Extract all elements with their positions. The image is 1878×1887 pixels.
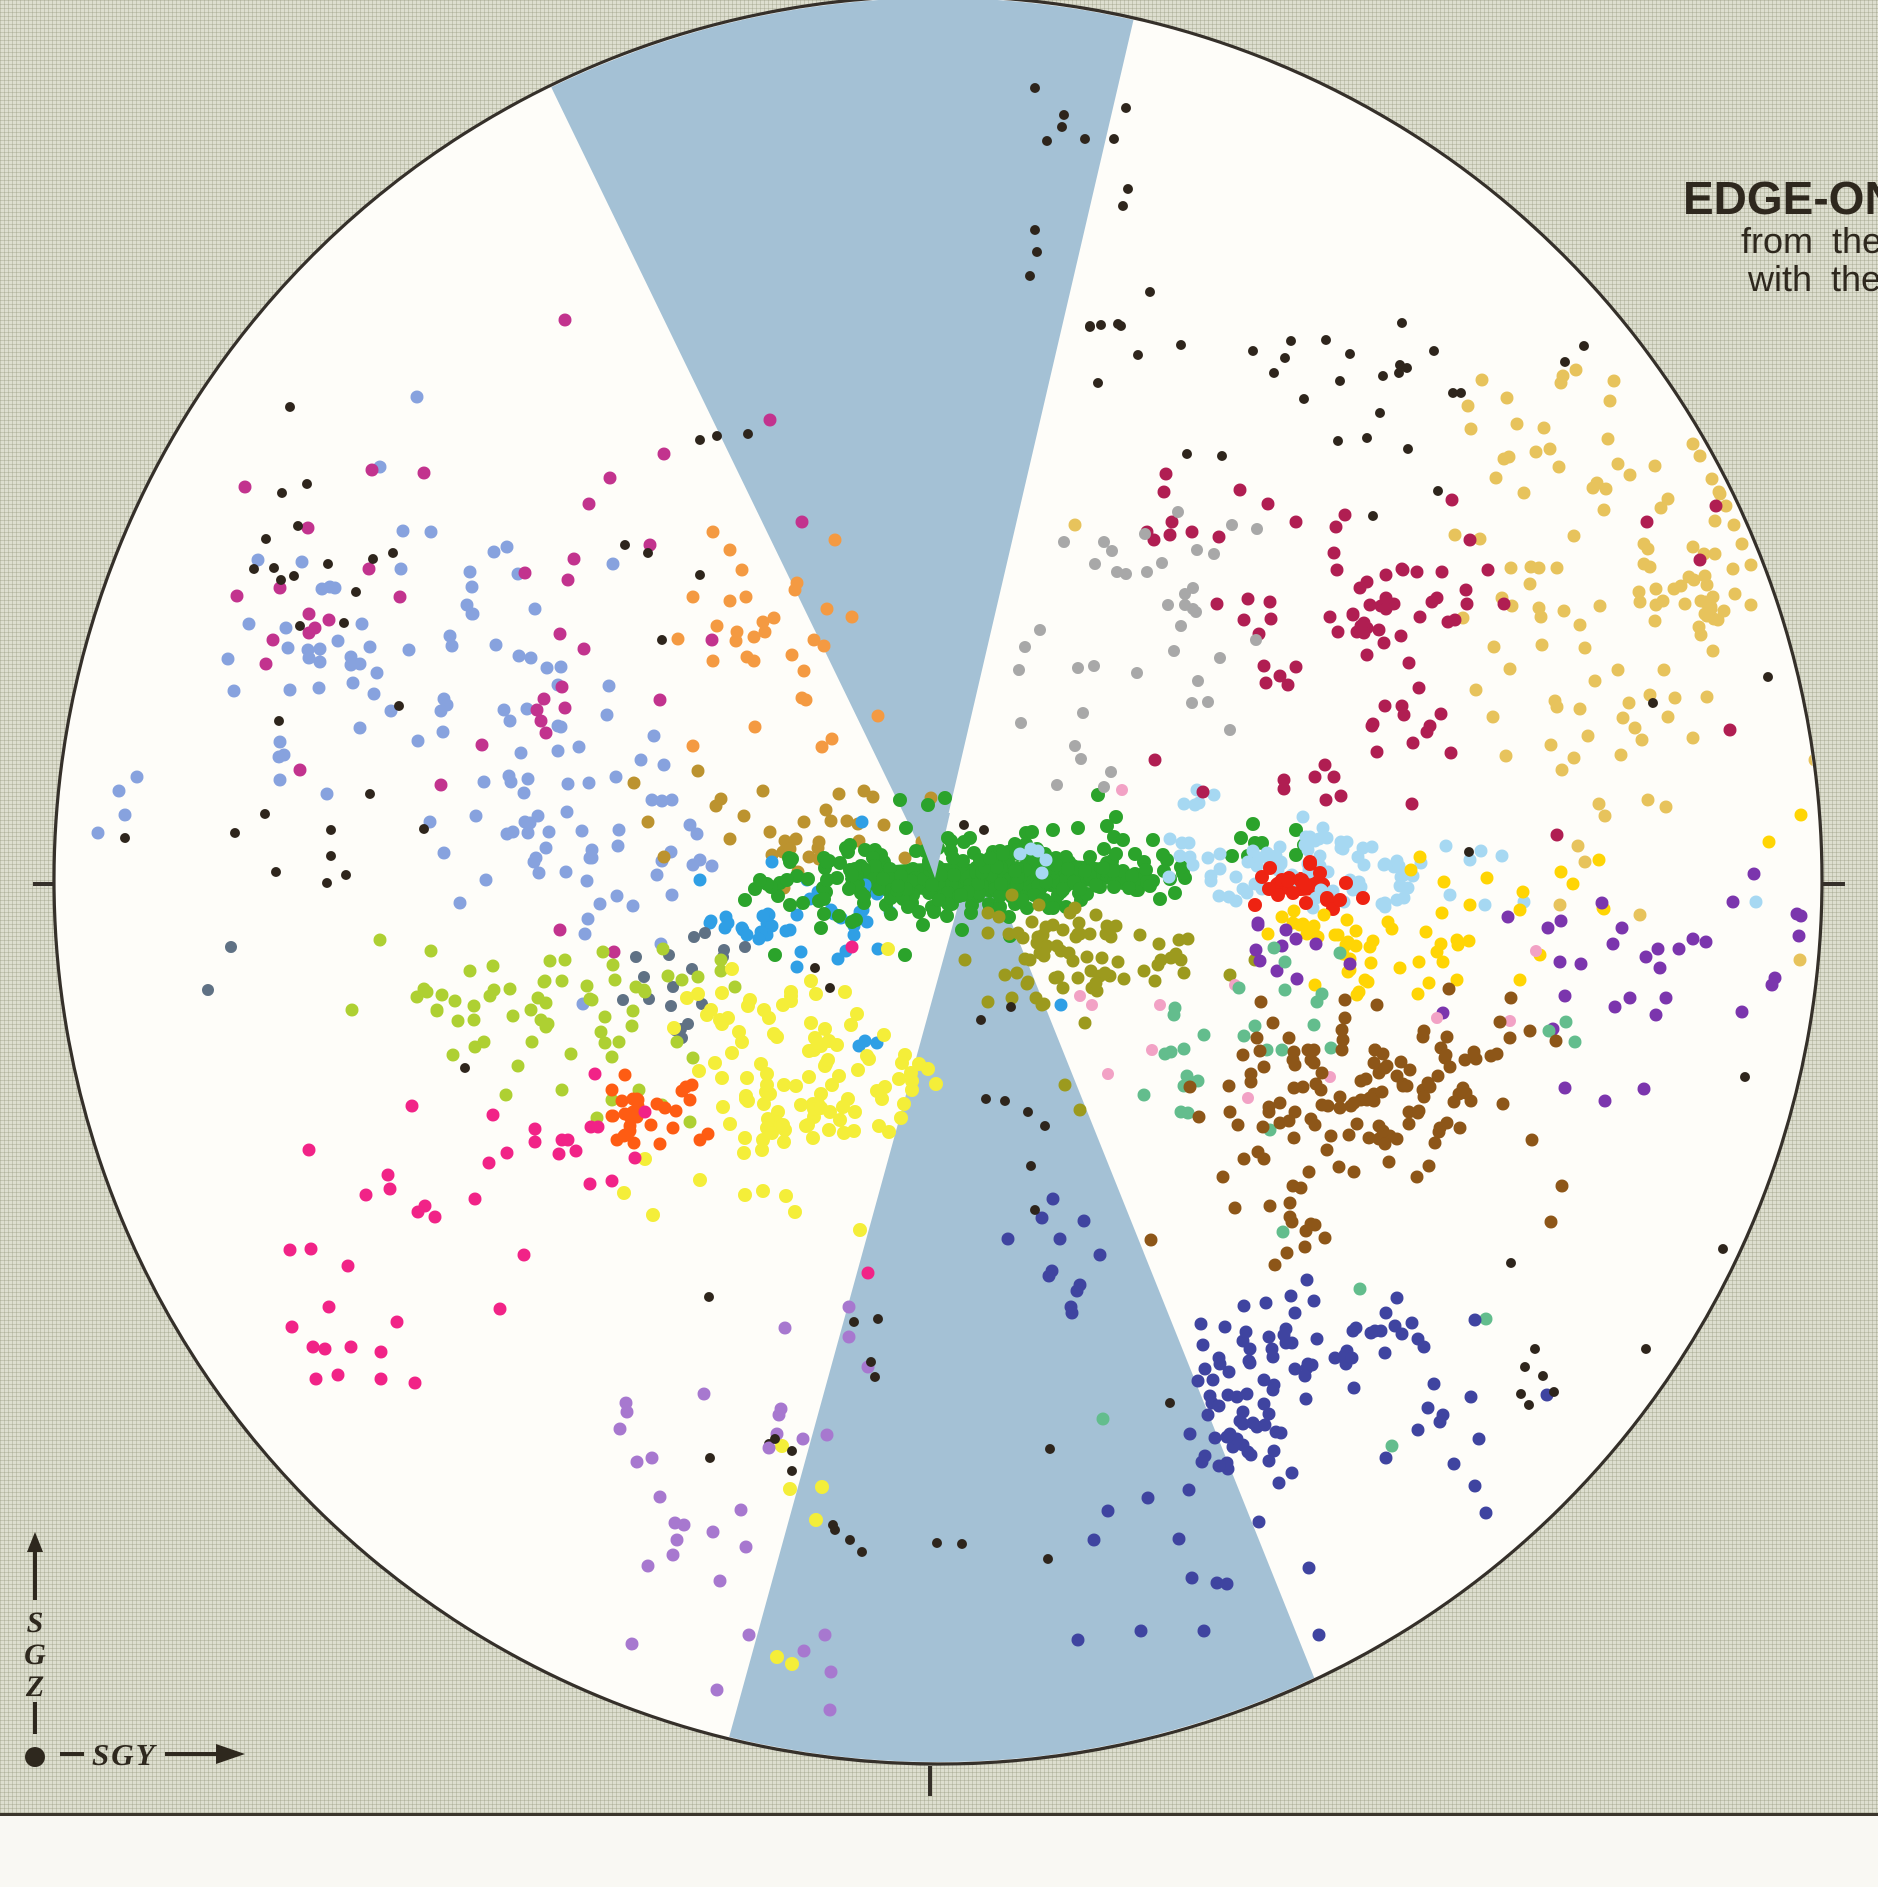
- svg-text:from the south: from the south: [1741, 220, 1878, 261]
- svg-text:with the north: with the north: [1747, 258, 1878, 299]
- svg-text:EDGE-ON VIEW: EDGE-ON VIEW: [1683, 172, 1878, 224]
- svg-text:SGY: SGY: [92, 1737, 158, 1772]
- svg-text:Z: Z: [25, 1670, 44, 1703]
- svg-text:G: G: [24, 1638, 46, 1671]
- svg-text:S: S: [27, 1606, 44, 1639]
